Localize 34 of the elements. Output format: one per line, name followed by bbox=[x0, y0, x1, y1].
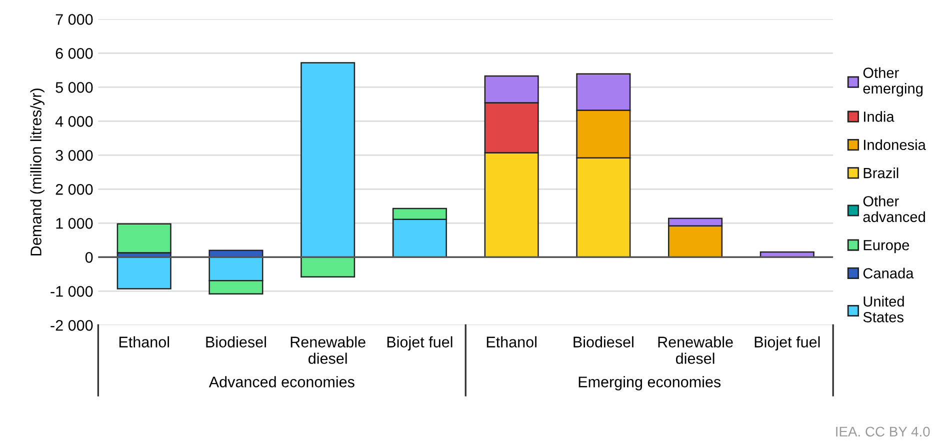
x-tick-label: Biodiesel bbox=[206, 336, 266, 348]
y-tick-label: -1 000 bbox=[50, 286, 93, 297]
legend-label: India bbox=[864, 111, 894, 122]
bar bbox=[300, 62, 356, 258]
y-tick-label: 0 bbox=[85, 252, 93, 263]
y-tick-label: 6 000 bbox=[56, 48, 93, 59]
x-tick-label: Renewable diesel bbox=[658, 336, 733, 364]
x-tick-label: Ethanol bbox=[119, 336, 169, 348]
bar bbox=[116, 256, 172, 290]
y-axis-title: Demand (million litres/yr) bbox=[30, 88, 44, 256]
legend-label: Other advanced bbox=[863, 196, 925, 222]
y-tick-label: 4 000 bbox=[55, 116, 93, 127]
text: IEA. CC BY 4.0 bbox=[836, 426, 930, 437]
x-tick-label: Renewable diesel bbox=[290, 336, 366, 364]
bar bbox=[116, 223, 172, 254]
legend-label: Brazil bbox=[864, 168, 898, 178]
text: Advanced economies bbox=[208, 376, 354, 388]
x-tick-label: Ethanol bbox=[486, 336, 536, 348]
x-tick-label: Biojet fuel bbox=[754, 336, 820, 350]
y-tick-label: -2 000 bbox=[50, 320, 93, 331]
text: Emerging economies bbox=[578, 376, 721, 390]
y-tick-label: 3 000 bbox=[56, 150, 93, 161]
legend-label: United States bbox=[863, 296, 904, 322]
bar bbox=[300, 256, 356, 278]
legend-label: Indonesia bbox=[864, 139, 926, 150]
x-tick-label: Biojet fuel bbox=[387, 336, 452, 350]
x-tick-label: Biodiesel bbox=[574, 336, 634, 348]
y-tick-label: 2 000 bbox=[56, 184, 93, 195]
y-tick-label: 7 000 bbox=[56, 14, 93, 25]
y-tick-label: 5 000 bbox=[56, 82, 93, 93]
legend-label: Europe bbox=[864, 240, 910, 254]
y-tick-label: 1 000 bbox=[56, 218, 93, 229]
legend-label: Canada bbox=[863, 268, 914, 278]
legend-label: Other emerging bbox=[863, 67, 923, 97]
